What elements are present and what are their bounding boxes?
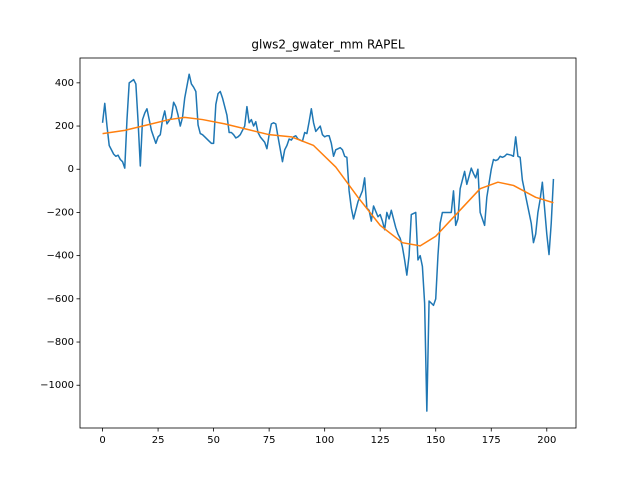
y-tick-label: −600 [47, 294, 74, 305]
y-tick-label: −400 [47, 251, 74, 262]
chart-title: glws2_gwater_mm RAPEL [251, 38, 405, 52]
x-tick-label: 125 [371, 435, 390, 446]
data-line [101, 73, 555, 412]
x-tick-label: 175 [482, 435, 501, 446]
y-tick-label: 200 [55, 121, 74, 132]
plot-frame [79, 57, 577, 429]
x-tick-label: 25 [152, 435, 165, 446]
x-tick-label: 0 [99, 435, 105, 446]
x-tick-label: 75 [263, 435, 276, 446]
x-tick-label: 100 [315, 435, 334, 446]
y-tick-label: −1000 [40, 380, 74, 391]
data-line [102, 116, 554, 247]
x-tick-label: 50 [207, 435, 220, 446]
y-tick-label: 400 [55, 78, 74, 89]
y-tick-label: −200 [47, 207, 74, 218]
y-tick-label: −800 [47, 337, 74, 348]
y-tick-label: 0 [68, 164, 74, 175]
x-tick-label: 200 [537, 435, 556, 446]
x-tick-label: 150 [426, 435, 445, 446]
